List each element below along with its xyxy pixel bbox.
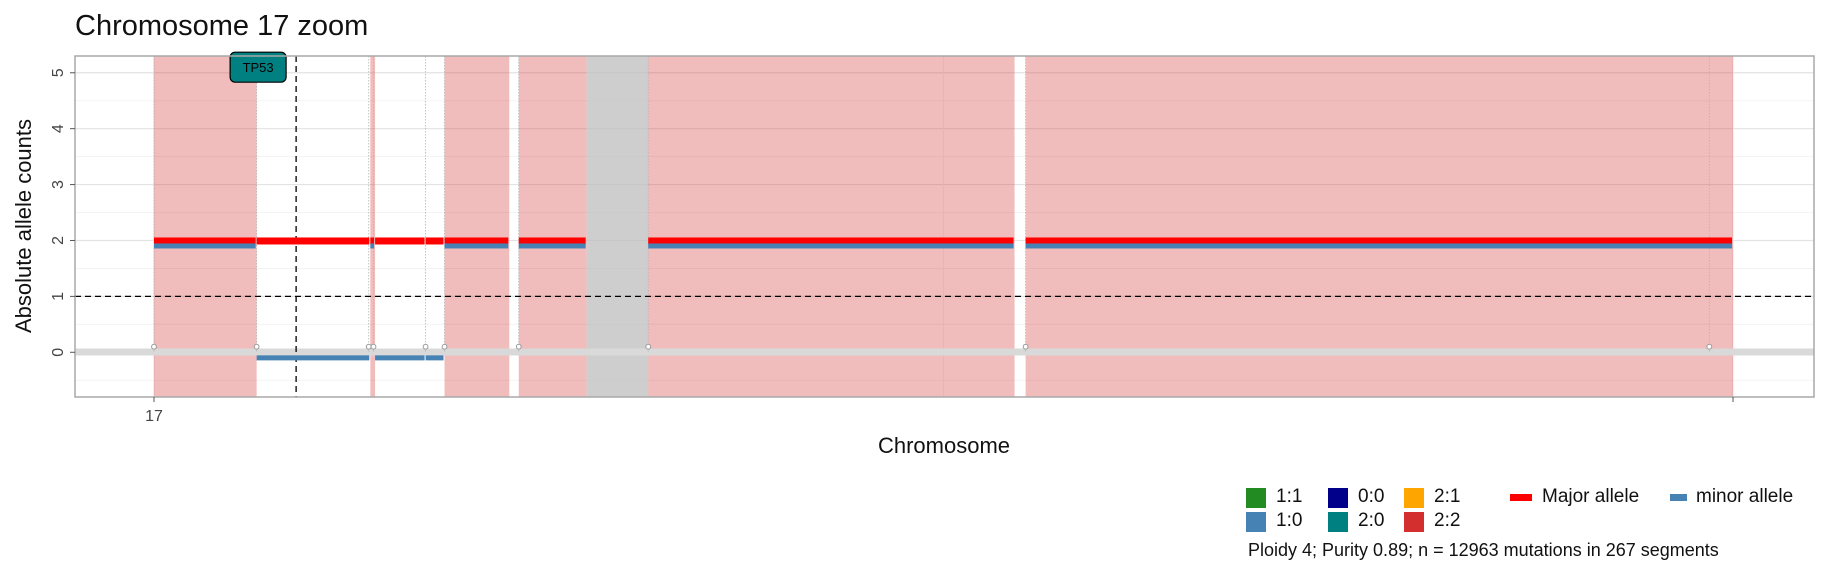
y-axis-label: Absolute allele counts xyxy=(11,119,36,333)
minor-allele-segment xyxy=(375,355,425,361)
y-tick-label: 1 xyxy=(50,292,67,301)
legend-line-swatch xyxy=(1670,494,1687,501)
y-tick-label: 2 xyxy=(50,236,67,245)
shading-0:0 xyxy=(586,56,649,397)
x-axis: 17 xyxy=(145,397,1734,425)
major-allele-segment xyxy=(425,237,444,245)
y-tick-label: 3 xyxy=(50,180,67,189)
y-tick-label: 4 xyxy=(50,124,67,133)
shading-2:0 xyxy=(518,56,587,397)
legend-swatch xyxy=(1246,488,1266,508)
legend-swatch xyxy=(1246,512,1266,532)
major-allele-segment xyxy=(444,237,509,245)
breakpoint-point xyxy=(151,343,157,350)
major-allele-segment xyxy=(375,237,425,245)
legend-label: minor allele xyxy=(1696,486,1794,507)
legend-swatch xyxy=(1328,512,1348,532)
segment-shading xyxy=(154,56,1733,397)
plot-border xyxy=(74,55,1815,398)
y-tick-label: 0 xyxy=(50,348,67,357)
major-allele-segment xyxy=(256,237,370,245)
legend-label: 1:1 xyxy=(1276,486,1303,507)
shading-2:0 xyxy=(444,56,510,397)
breakpoint-point xyxy=(1022,343,1029,350)
gene-label-text: TP53 xyxy=(243,60,274,75)
legend-label: 2:2 xyxy=(1434,510,1461,531)
legend-label: 1:0 xyxy=(1276,510,1303,531)
breakpoint-point xyxy=(365,343,372,350)
shading-2:0 xyxy=(1025,56,1733,397)
breakpoint-point xyxy=(441,343,448,350)
breakpoint-point xyxy=(515,343,522,350)
legend-label: 2:0 xyxy=(1358,510,1385,531)
breakpoint-point xyxy=(1706,343,1713,350)
allele-segments xyxy=(154,237,1732,361)
legend-label: Major allele xyxy=(1542,486,1640,507)
plot-background xyxy=(75,56,1814,397)
x-tick-label: 17 xyxy=(145,408,163,425)
breakpoint-point xyxy=(422,343,429,350)
shading-2:0 xyxy=(648,56,1015,397)
minor-allele-segment xyxy=(648,243,1014,249)
minor-allele-segment xyxy=(444,243,509,249)
chart-title: Chromosome 17 zoom xyxy=(75,10,368,42)
legend-line-swatch xyxy=(1510,494,1532,501)
gene-marker: TP53 xyxy=(229,51,287,83)
breakpoint-point xyxy=(253,343,260,350)
major-allele-segment xyxy=(154,237,256,245)
minor-allele-segment xyxy=(518,243,586,249)
shading-2:0 xyxy=(370,56,376,397)
legend-label: 0:0 xyxy=(1358,486,1385,507)
shading-2:0 xyxy=(154,56,257,397)
chart-caption: Ploidy 4; Purity 0.89; n = 12963 mutatio… xyxy=(1248,540,1719,560)
reference-lines xyxy=(75,56,1814,397)
y-axis: 0 1 2 3 4 5 xyxy=(50,68,75,357)
x-axis-label: Chromosome xyxy=(878,433,1010,458)
breakpoint-point xyxy=(645,343,652,350)
major-allele-segment xyxy=(518,237,586,245)
minor-allele-segment xyxy=(256,355,370,361)
legend-swatch xyxy=(1404,488,1424,508)
minor-allele-segment xyxy=(425,355,444,361)
major-allele-segment xyxy=(648,237,1014,245)
major-allele-segment xyxy=(370,237,375,245)
breakpoint-points xyxy=(151,343,1713,350)
y-tick-label: 5 xyxy=(50,68,67,77)
legend-swatch xyxy=(1328,488,1348,508)
legend-swatch xyxy=(1404,512,1424,532)
breakpoint-lines xyxy=(153,56,1710,353)
major-allele-segment xyxy=(1025,237,1732,245)
breakpoint-point xyxy=(370,343,377,350)
gene-label-box xyxy=(229,51,287,83)
legend-label: 2:1 xyxy=(1434,486,1461,507)
minor-allele-segment xyxy=(154,243,256,249)
minor-allele-segment xyxy=(1025,243,1732,249)
minor-allele-segment xyxy=(370,243,375,249)
